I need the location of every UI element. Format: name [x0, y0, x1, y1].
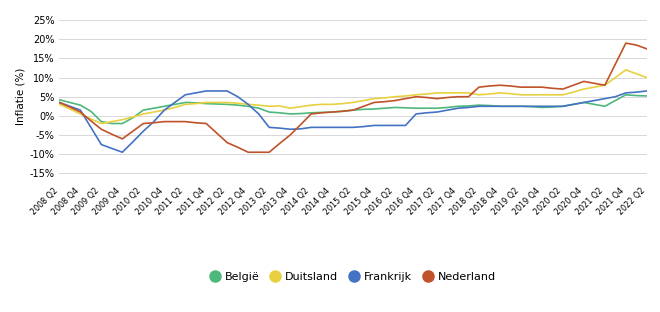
Duitsland: [77, 112, 84, 116]
Frankrijk: [234, 95, 242, 99]
Nederland: [643, 47, 651, 51]
België: [475, 103, 483, 107]
Line: Nederland: Nederland: [59, 43, 647, 152]
Line: Frankrijk: Frankrijk: [59, 91, 647, 152]
België: [622, 93, 630, 97]
Duitsland: [465, 91, 473, 95]
België: [223, 103, 231, 106]
België: [465, 104, 473, 108]
Nederland: [77, 110, 84, 114]
België: [77, 103, 84, 107]
Nederland: [55, 100, 63, 104]
Nederland: [317, 111, 325, 115]
Nederland: [87, 119, 95, 123]
Nederland: [622, 41, 630, 45]
Line: België: België: [59, 95, 647, 124]
Line: Duitsland: Duitsland: [59, 70, 647, 124]
Frankrijk: [77, 108, 84, 112]
Frankrijk: [202, 89, 210, 93]
België: [317, 110, 325, 114]
Duitsland: [622, 68, 630, 72]
Duitsland: [475, 93, 483, 97]
Nederland: [213, 131, 220, 135]
België: [643, 94, 651, 98]
Duitsland: [643, 76, 651, 80]
België: [108, 122, 115, 125]
Nederland: [465, 95, 473, 99]
Frankrijk: [328, 125, 336, 129]
Frankrijk: [475, 105, 483, 108]
Duitsland: [55, 103, 63, 106]
België: [55, 98, 63, 102]
Duitsland: [223, 100, 231, 104]
Frankrijk: [486, 105, 494, 108]
Frankrijk: [643, 89, 651, 93]
Frankrijk: [118, 150, 126, 154]
Frankrijk: [55, 100, 63, 104]
Nederland: [475, 85, 483, 89]
Duitsland: [98, 122, 106, 125]
Nederland: [244, 150, 252, 154]
Frankrijk: [87, 125, 95, 129]
Y-axis label: Inflatie (%): Inflatie (%): [15, 68, 25, 125]
Legend: België, Duitsland, Frankrijk, Nederland: België, Duitsland, Frankrijk, Nederland: [206, 267, 500, 286]
Duitsland: [317, 103, 325, 106]
Duitsland: [87, 117, 95, 121]
België: [87, 110, 95, 113]
